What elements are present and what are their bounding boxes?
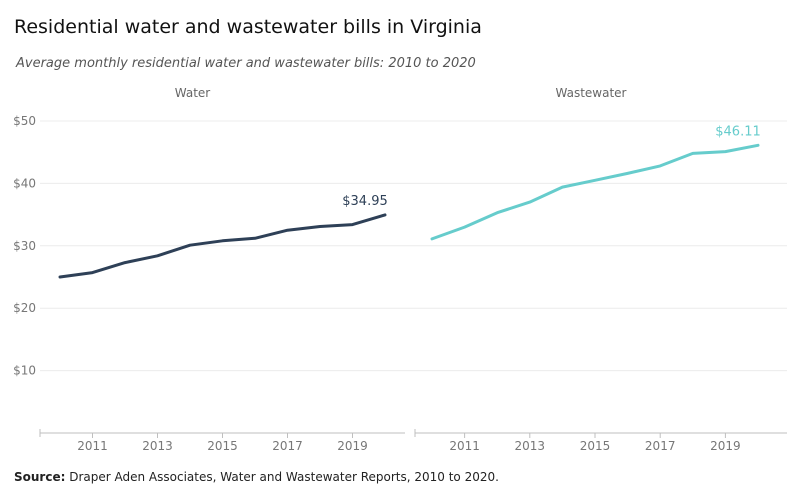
x-tick-label: 2013 <box>142 439 173 453</box>
series-line-water <box>58 213 387 279</box>
panel-label-water: Water <box>175 86 211 100</box>
x-tick-label: 2017 <box>272 439 303 453</box>
y-tick-label: $10 <box>13 364 36 378</box>
end-value-label: $46.11 <box>715 124 761 139</box>
chart-subtitle: Average monthly residential water and wa… <box>16 56 476 71</box>
x-tick-label: 2017 <box>645 439 676 453</box>
y-tick-label: $40 <box>13 176 36 190</box>
x-tick-label: 2019 <box>337 439 368 453</box>
x-tick-label: 2011 <box>77 439 108 453</box>
y-tick-label: $30 <box>13 239 36 253</box>
x-tick-label: 2019 <box>710 439 741 453</box>
end-value-label: $34.95 <box>342 194 388 209</box>
series-line-wastewater <box>430 143 760 241</box>
y-tick-label: $20 <box>13 301 36 315</box>
panel-label-wastewater: Wastewater <box>556 86 627 100</box>
x-tick-label: 2011 <box>449 439 480 453</box>
y-tick-label: $50 <box>13 114 36 128</box>
x-tick-label: 2015 <box>207 439 238 453</box>
x-tick-label: 2013 <box>515 439 546 453</box>
source-label: Source: <box>14 470 66 484</box>
source-note: Source: Draper Aden Associates, Water an… <box>14 470 499 484</box>
source-text: Draper Aden Associates, Water and Wastew… <box>69 470 499 484</box>
x-tick-label: 2015 <box>580 439 611 453</box>
chart-title: Residential water and wastewater bills i… <box>14 16 482 38</box>
